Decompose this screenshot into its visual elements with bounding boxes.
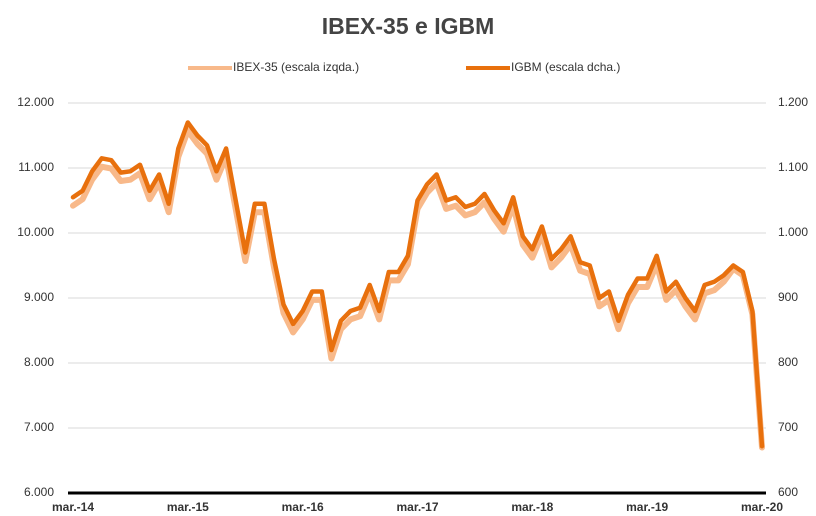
x-tick-label: mar.-20 [741, 500, 783, 514]
y-tick-label: 11.000 [18, 160, 54, 174]
x-tick-label: mar.-16 [282, 500, 324, 514]
x-tick-label: mar.-15 [167, 500, 209, 514]
x-tick-label: mar.-17 [396, 500, 438, 514]
y-tick-label: 10.000 [17, 225, 54, 239]
x-tick-label: mar.-14 [52, 500, 94, 514]
legend-label: IGBM (escala dcha.) [511, 60, 620, 74]
y2-tick-label: 900 [778, 290, 798, 304]
legend-label: IBEX-35 (escala izqda.) [233, 60, 359, 74]
x-tick-label: mar.-19 [626, 500, 668, 514]
x-tick-label: mar.-18 [511, 500, 553, 514]
y2-tick-label: 700 [778, 420, 798, 434]
chart-title: IBEX-35 e IGBM [322, 13, 495, 39]
y-tick-label: 6.000 [24, 485, 54, 499]
y2-tick-label: 600 [778, 485, 798, 499]
y-tick-label: 9.000 [24, 290, 54, 304]
y2-tick-label: 1.200 [778, 95, 808, 109]
series-line [70, 127, 765, 451]
series-line [70, 120, 765, 449]
y-tick-label: 12.000 [17, 95, 54, 109]
y-tick-label: 7.000 [24, 420, 54, 434]
y2-tick-label: 1.100 [778, 160, 808, 174]
y2-tick-label: 800 [778, 355, 798, 369]
y2-tick-label: 1.000 [778, 225, 808, 239]
y-tick-label: 8.000 [24, 355, 54, 369]
